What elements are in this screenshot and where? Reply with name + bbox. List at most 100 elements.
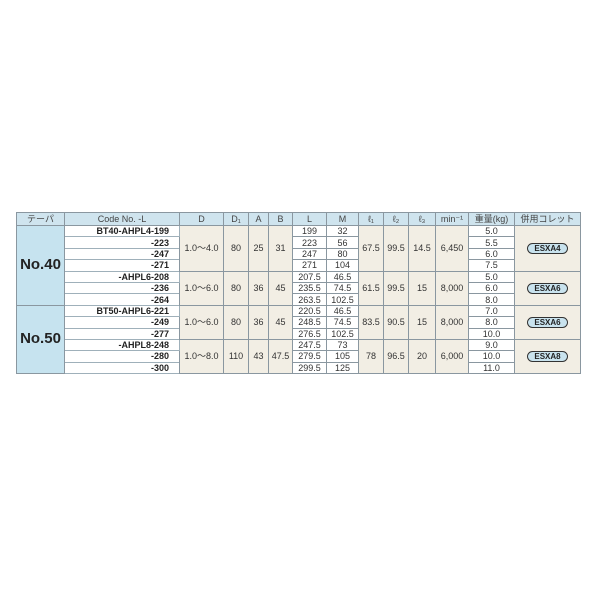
dim-a: 36 xyxy=(248,304,269,340)
dim-m: 46.5 xyxy=(326,270,359,283)
column-header: 重量(kg) xyxy=(468,212,515,226)
dim-b: 45 xyxy=(268,304,293,340)
column-header: min⁻¹ xyxy=(435,212,469,226)
weight: 7.5 xyxy=(468,259,515,272)
dim-d: 1.0～6.0 xyxy=(179,270,224,306)
code-number: -264 xyxy=(64,293,180,306)
spec-l3: 20 xyxy=(408,338,436,375)
dim-l: 276.5 xyxy=(292,327,327,340)
weight: 5.5 xyxy=(468,236,515,249)
weight: 10.0 xyxy=(468,350,515,363)
column-header: Code No. -L xyxy=(64,212,180,226)
table-row: -236 235.5 74.5 6.0 xyxy=(17,281,581,295)
column-header: L xyxy=(292,212,327,226)
table-row: No.50 BT50-AHPL6-221 1.0～6.0 80 36 45 220.5 46.… xyxy=(16,304,581,375)
collet-badge: ESXA6 xyxy=(527,316,568,328)
column-header: A xyxy=(248,212,269,226)
dim-l: 247 xyxy=(292,247,327,261)
collet-cell: ESXA8 xyxy=(514,338,581,375)
weight: 10.0 xyxy=(468,327,515,340)
dim-l: 263.5 xyxy=(292,293,327,306)
dim-l: 299.5 xyxy=(292,361,327,375)
column-header: テーパ xyxy=(16,212,65,226)
spec-l1: 83.5 xyxy=(358,304,384,340)
spec-l1: 78 xyxy=(358,338,384,375)
dim-m: 102.5 xyxy=(326,293,359,306)
weight: 6.0 xyxy=(468,281,515,295)
dim-b: 47.5 xyxy=(268,338,293,375)
dim-b: 31 xyxy=(268,225,293,272)
dim-l: 220.5 xyxy=(292,304,327,318)
code-number: -247 xyxy=(64,247,180,261)
taper-label: No.50 xyxy=(16,304,65,375)
dim-a: 36 xyxy=(248,270,269,306)
dim-m: 73 xyxy=(326,338,359,352)
code-number: -AHPL8-248 xyxy=(64,338,180,352)
spec-min: 8,000 xyxy=(435,270,469,306)
dim-d: 1.0～4.0 xyxy=(179,225,224,272)
table-row: -AHPL8-248 1.0～8.0 110 43 47.5 247.5 73 78 96.5 2… xyxy=(17,338,581,375)
table-row: -280 279.5 105 10.0 xyxy=(17,350,581,363)
table-row: -249 248.5 74.5 8.0 xyxy=(17,316,581,329)
dim-d1: 110 xyxy=(223,338,249,375)
table-row: -277 276.5 102.5 10.0 xyxy=(17,327,581,340)
table-row: -271 271 104 7.5 xyxy=(17,259,581,272)
dim-m: 74.5 xyxy=(326,316,359,329)
table-row: -247 247 80 6.0 xyxy=(17,247,581,261)
dim-a: 25 xyxy=(248,225,269,272)
dim-m: 102.5 xyxy=(326,327,359,340)
table-row: -264 263.5 102.5 8.0 xyxy=(17,293,581,306)
dim-d1: 80 xyxy=(223,270,249,306)
spec-l1: 61.5 xyxy=(358,270,384,306)
table-row: No.40 BT40-AHPL4-199 1.0～4.0 80 25 31 199 32 67.… xyxy=(16,224,581,306)
dim-m: 104 xyxy=(326,259,359,272)
column-header: ℓ₃ xyxy=(408,212,436,226)
dim-d: 1.0～8.0 xyxy=(179,338,224,375)
code-number: BT40-AHPL4-199 xyxy=(64,224,180,238)
collet-badge: ESXA8 xyxy=(527,350,568,362)
dim-d: 1.0～6.0 xyxy=(179,304,224,340)
spec-l2: 99.5 xyxy=(383,270,409,306)
column-header: 併用コレット xyxy=(514,212,581,226)
dim-l: 248.5 xyxy=(292,316,327,329)
spec-l3: 15 xyxy=(408,270,436,306)
dim-m: 56 xyxy=(326,236,359,249)
collet-badge: ESXA4 xyxy=(527,242,568,254)
code-number: -271 xyxy=(64,259,180,272)
weight: 7.0 xyxy=(468,304,515,318)
dim-b: 45 xyxy=(268,270,293,306)
collet-badge: ESXA6 xyxy=(527,282,568,294)
weight: 5.0 xyxy=(468,270,515,283)
dim-l: 247.5 xyxy=(292,338,327,352)
weight: 8.0 xyxy=(468,316,515,329)
spec-min: 6,450 xyxy=(435,225,469,272)
dim-a: 43 xyxy=(248,338,269,375)
code-number: -AHPL6-208 xyxy=(64,270,180,283)
code-number: -277 xyxy=(64,327,180,340)
spec-l3: 15 xyxy=(408,304,436,340)
table-body: No.40 BT40-AHPL4-199 1.0～4.0 80 25 31 199 32 67.… xyxy=(16,224,581,375)
dim-l: 271 xyxy=(292,259,327,272)
dim-m: 105 xyxy=(326,350,359,363)
dim-m: 74.5 xyxy=(326,281,359,295)
column-header: ℓ₁ xyxy=(358,212,384,226)
dim-l: 223 xyxy=(292,236,327,249)
column-header: M xyxy=(326,212,359,226)
weight: 9.0 xyxy=(468,338,515,352)
table-row: -223 223 56 5.5 xyxy=(17,236,581,249)
dim-m: 125 xyxy=(326,361,359,375)
dim-m: 46.5 xyxy=(326,304,359,318)
code-number: -236 xyxy=(64,281,180,295)
spec-l2: 90.5 xyxy=(383,304,409,340)
spec-min: 6,000 xyxy=(435,338,469,375)
column-header: ℓ₂ xyxy=(383,212,409,226)
collet-cell: ESXA6 xyxy=(514,304,581,340)
collet-cell: ESXA4 xyxy=(514,225,581,272)
weight: 5.0 xyxy=(468,224,515,238)
dim-l: 207.5 xyxy=(292,270,327,283)
column-header: D xyxy=(179,212,224,226)
weight: 8.0 xyxy=(468,293,515,306)
dim-d1: 80 xyxy=(223,225,249,272)
